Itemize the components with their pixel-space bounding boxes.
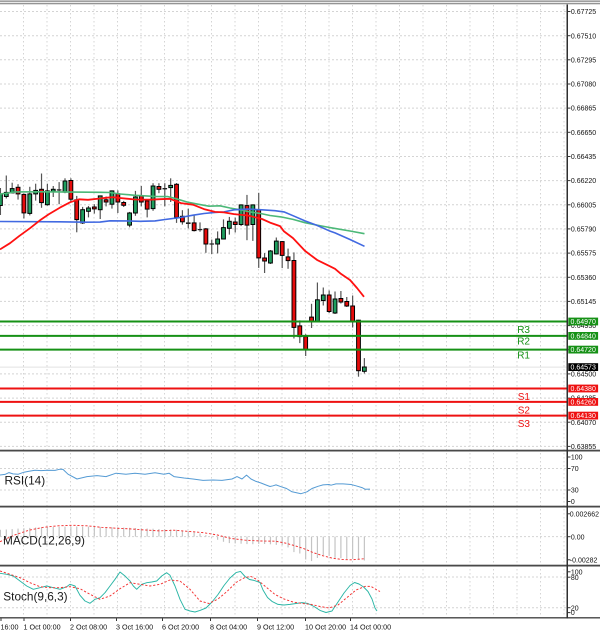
svg-text:2 Oct 08:00: 2 Oct 08:00	[70, 622, 107, 631]
svg-text:70: 70	[571, 466, 579, 473]
svg-text:R3: R3	[517, 325, 530, 336]
svg-text:0.67295: 0.67295	[571, 57, 596, 64]
svg-text:MACD(12,26,9): MACD(12,26,9)	[3, 534, 85, 548]
svg-text:0.65790: 0.65790	[571, 227, 596, 234]
svg-text:RSI(14): RSI(14)	[5, 474, 46, 488]
svg-text:6 Oct 20:00: 6 Oct 20:00	[162, 622, 199, 631]
svg-text:S3: S3	[518, 419, 531, 430]
svg-text:0.65360: 0.65360	[571, 275, 596, 282]
svg-text:-0.00282: -0.00282	[570, 557, 598, 564]
svg-text:0.64970: 0.64970	[571, 319, 596, 326]
svg-text:0.64130: 0.64130	[571, 413, 596, 420]
svg-text:8 Oct 04:00: 8 Oct 04:00	[210, 622, 247, 631]
svg-text:0.67080: 0.67080	[571, 82, 596, 89]
svg-text:0.00: 0.00	[571, 534, 585, 541]
svg-text:0.66005: 0.66005	[571, 202, 596, 209]
svg-text:0.64070: 0.64070	[571, 420, 596, 427]
svg-text:0: 0	[571, 610, 575, 617]
svg-text:14 Oct 00:00: 14 Oct 00:00	[350, 622, 391, 631]
svg-text:S2: S2	[518, 406, 531, 417]
svg-text:0.64380: 0.64380	[571, 386, 596, 393]
svg-text:100: 100	[571, 455, 583, 462]
svg-text:S1: S1	[518, 392, 531, 403]
svg-text:0.66220: 0.66220	[571, 178, 596, 185]
svg-text:0.64260: 0.64260	[571, 399, 596, 406]
svg-text:10 Oct 20:00: 10 Oct 20:00	[305, 622, 346, 631]
svg-text:1 Oct 00:00: 1 Oct 00:00	[24, 622, 61, 631]
svg-text:30: 30	[571, 488, 579, 495]
svg-text:20: 20	[571, 605, 579, 612]
svg-text:Stoch(9,6,3): Stoch(9,6,3)	[3, 590, 67, 604]
svg-text:R2: R2	[517, 337, 530, 348]
svg-text:0.64720: 0.64720	[571, 347, 596, 354]
svg-text:0.67725: 0.67725	[571, 9, 596, 16]
svg-text:R1: R1	[517, 350, 530, 361]
svg-text:0.64500: 0.64500	[571, 372, 596, 379]
svg-text:0.64930: 0.64930	[571, 323, 596, 330]
svg-text:80: 80	[571, 575, 579, 582]
svg-text:3 Oct 16:00: 3 Oct 16:00	[116, 622, 153, 631]
svg-text:0.64840: 0.64840	[571, 333, 596, 340]
svg-text:16:00: 16:00	[1, 622, 19, 631]
svg-text:9 Oct 12:00: 9 Oct 12:00	[257, 622, 294, 631]
svg-text:0: 0	[571, 499, 575, 506]
svg-text:0.65575: 0.65575	[571, 251, 596, 258]
svg-text:0.002662: 0.002662	[570, 511, 599, 518]
svg-text:0.66435: 0.66435	[571, 154, 596, 161]
svg-text:0.64573: 0.64573	[571, 365, 596, 372]
svg-text:0.66865: 0.66865	[571, 106, 596, 113]
svg-text:0.66650: 0.66650	[571, 130, 596, 137]
svg-text:0.65145: 0.65145	[571, 299, 596, 306]
svg-text:100: 100	[571, 569, 583, 576]
svg-text:0.63855: 0.63855	[571, 444, 596, 451]
svg-text:0.67510: 0.67510	[571, 33, 596, 40]
